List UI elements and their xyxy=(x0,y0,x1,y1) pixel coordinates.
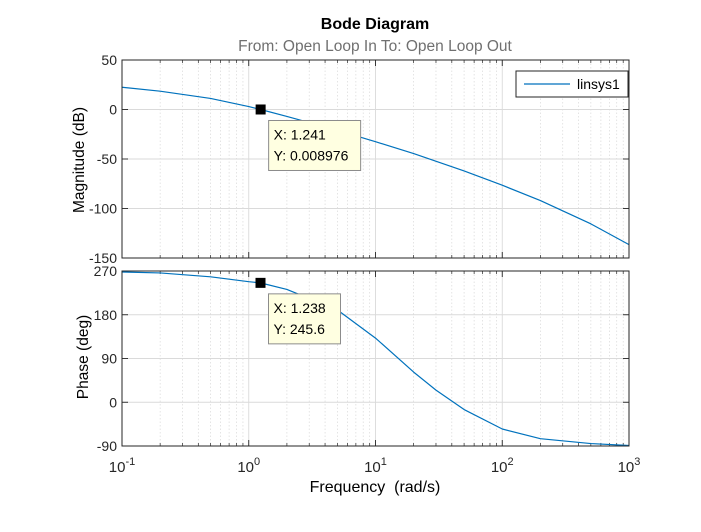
x-tick-exponent: 2 xyxy=(508,456,514,468)
chart-title: Bode Diagram xyxy=(321,16,429,33)
x-tick-label: 101 xyxy=(364,456,387,476)
datatip-marker xyxy=(255,277,266,288)
series-line-linsys1 xyxy=(121,271,630,447)
x-tick-base: 10 xyxy=(491,459,508,476)
x-tick-exponent: -1 xyxy=(125,456,135,468)
x-tick-label: 10-1 xyxy=(109,456,135,476)
axes-box xyxy=(121,59,630,259)
x-tick-label: 102 xyxy=(491,456,514,476)
datatip-y-text: Y: 245.6 xyxy=(274,321,326,337)
phase-panel: 270 180 90 0 -90 X: 1.238 Y: 245.6 xyxy=(94,263,630,454)
y-tick-label: 90 xyxy=(101,351,117,367)
y-axis-label-phase: Phase (deg) xyxy=(75,315,92,399)
x-tick-exponent: 0 xyxy=(254,456,260,468)
axes-box xyxy=(121,270,630,447)
legend-label-linsys1: linsys1 xyxy=(577,76,620,92)
x-tick-labels: 10-1 100 101 102 103 xyxy=(109,456,641,476)
x-tick-base: 10 xyxy=(237,459,254,476)
y-tick-label: -150 xyxy=(89,250,117,266)
x-tick-exponent: 1 xyxy=(381,456,387,468)
datatip-box xyxy=(268,119,362,171)
y-tick-label: -90 xyxy=(97,438,117,454)
x-tick-base: 10 xyxy=(109,459,126,476)
y-tick-label: 50 xyxy=(101,52,117,68)
datatip-box xyxy=(268,293,342,345)
datatip-x-text: X: 1.241 xyxy=(274,126,326,142)
datatip-marker xyxy=(255,104,266,115)
x-tick-exponent: 3 xyxy=(634,456,640,468)
y-tick-label: -100 xyxy=(89,201,117,217)
y-tick-label: 270 xyxy=(94,263,118,279)
legend[interactable]: linsys1 xyxy=(515,70,629,98)
y-tick-label: 0 xyxy=(109,394,117,410)
x-tick-base: 10 xyxy=(364,459,381,476)
y-tick-label: -50 xyxy=(97,151,117,167)
x-axis-label: Frequency (rad/s) xyxy=(310,479,441,496)
y-axis-label-magnitude: Magnitude (dB) xyxy=(71,107,88,213)
chart-subtitle: From: Open Loop In To: Open Loop Out xyxy=(238,38,512,55)
y-tick-label: 0 xyxy=(109,102,117,118)
x-tick-label: 100 xyxy=(237,456,260,476)
x-tick-base: 10 xyxy=(618,459,635,476)
datatip-y-text: Y: 0.008976 xyxy=(274,147,349,163)
x-tick-label: 103 xyxy=(618,456,641,476)
datatip-x-text: X: 1.238 xyxy=(274,300,326,316)
y-tick-label: 180 xyxy=(94,307,118,323)
